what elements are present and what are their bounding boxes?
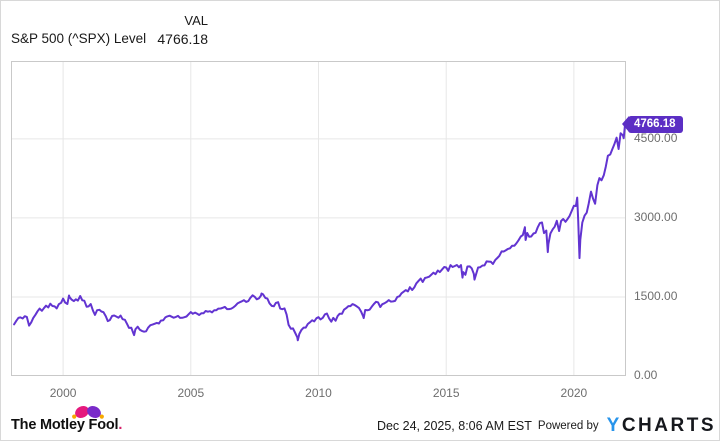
ycharts-y-letter: Y xyxy=(606,415,622,436)
ycharts-logo[interactable]: YCHARTS xyxy=(607,415,716,437)
x-tick-label: 2020 xyxy=(560,386,588,400)
last-value-badge: 4766.18 xyxy=(628,115,683,133)
y-tick-label: 4500.00 xyxy=(634,130,678,145)
x-tick-label: 2010 xyxy=(305,386,332,400)
value-column-header: VAL xyxy=(184,13,208,28)
y-tick-label: 0.00 xyxy=(634,368,658,382)
jester-cap-icon xyxy=(72,406,104,419)
x-tick-label: 2015 xyxy=(432,386,460,400)
y-tick-label: 3000.00 xyxy=(634,209,678,224)
ycharts-charts-letters: CHARTS xyxy=(621,415,716,436)
series-current-value: 4766.18 xyxy=(157,31,208,47)
x-tick-label: 2005 xyxy=(177,386,205,400)
motley-fool-logo[interactable]: The Motley Fool. xyxy=(11,404,131,436)
x-tick-label: 2000 xyxy=(49,386,77,400)
series-label: S&P 500 (^SPX) Level xyxy=(11,31,147,46)
y-tick-label: 1500.00 xyxy=(634,288,678,303)
powered-by-label: Powered by xyxy=(537,420,599,432)
plot-area[interactable] xyxy=(11,61,626,376)
price-line-chart xyxy=(11,61,626,376)
motley-fool-wordmark: The Motley Fool. xyxy=(11,417,123,433)
fool-trademark-dot: . xyxy=(118,417,123,433)
timestamp: Dec 24, 2025, 8:06 AM EST xyxy=(376,419,532,433)
